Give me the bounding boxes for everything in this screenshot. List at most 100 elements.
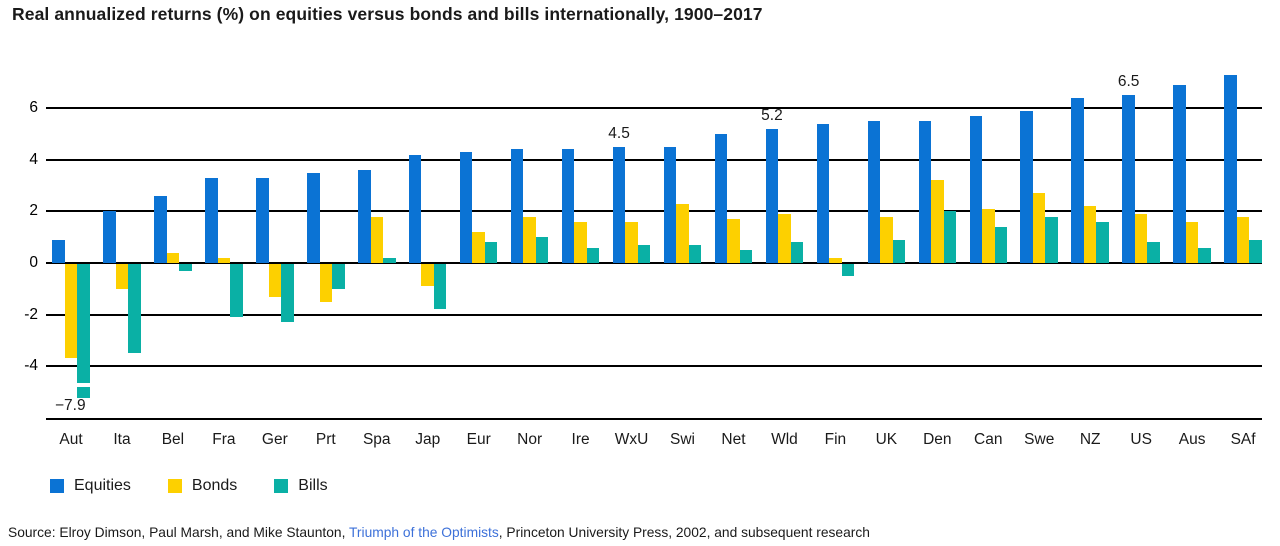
bar-fin-bills [841, 264, 855, 276]
bar-net-bonds [727, 219, 740, 263]
bar-can-bonds [982, 208, 995, 263]
bar-uk-bills [892, 239, 906, 263]
bar-uk-equities [867, 121, 881, 263]
bar-swi-bills [688, 244, 702, 263]
x-label-nor: Nor [517, 431, 543, 448]
value-annotation-wld: 5.2 [761, 106, 783, 124]
bar-nz-bonds [1083, 206, 1097, 263]
source-link[interactable]: Triumph of the Optimists [349, 525, 499, 540]
bar-fra-equities [205, 177, 218, 263]
bar-aus-bills [1198, 247, 1211, 263]
bar-spa-bills [383, 257, 396, 263]
bar-fin-bonds [829, 257, 842, 263]
x-label-prt: Prt [315, 431, 336, 448]
bar-swe-bonds [1032, 193, 1046, 263]
legend-item-bonds: Bonds [167, 477, 238, 495]
bar-swe-equities [1020, 110, 1033, 263]
bar-spa-equities [358, 170, 371, 263]
bar-can-bills [994, 226, 1008, 263]
bonds-swatch-icon [167, 479, 182, 493]
source-suffix: , Princeton University Press, 2002, and … [498, 525, 870, 540]
bar-aus-bonds [1185, 221, 1199, 263]
x-label-eur: Eur [466, 431, 491, 448]
x-label-nz: NZ [1079, 431, 1101, 448]
chart-title: Real annualized returns (%) on equities … [12, 4, 763, 24]
legend-label-bonds: Bonds [191, 477, 238, 494]
x-label-fra: Fra [212, 431, 236, 448]
bar-aut-bills [77, 264, 90, 383]
y-tick-label: -2 [24, 305, 38, 323]
bar-aus-equities [1173, 84, 1186, 263]
bar-fra-bonds [217, 257, 231, 263]
x-label-aus: Aus [1178, 431, 1206, 448]
bar-saf-bonds [1236, 216, 1250, 263]
bar-prt-equities [307, 172, 320, 263]
bar-den-bills [943, 211, 957, 263]
y-tick-label: 6 [29, 99, 38, 117]
legend-item-bills: Bills [274, 477, 328, 495]
bar-wxu-bonds [625, 221, 638, 263]
x-label-uk: UK [875, 431, 898, 448]
bar-bel-equities [154, 195, 167, 263]
bar-saf-bills [1249, 239, 1262, 263]
bar-us-bonds [1134, 213, 1148, 263]
bar-net-equities [714, 134, 728, 263]
x-label-ire: Ire [571, 431, 590, 448]
source-line: Source: Elroy Dimson, Paul Marsh, and Mi… [8, 525, 870, 540]
bar-wld-bonds [778, 213, 791, 263]
bar-wxu-equities [612, 146, 626, 263]
bar-wxu-bills [637, 244, 651, 263]
bar-jap-equities [408, 154, 422, 263]
bar-prt-bills [332, 264, 345, 289]
bar-den-equities [918, 121, 932, 263]
x-label-us: US [1130, 431, 1152, 448]
bills-swatch-icon [274, 479, 289, 493]
bar-aut-bills-truncation-stub [77, 387, 90, 398]
bar-aut-equities [52, 239, 65, 263]
x-label-jap: Jap [415, 431, 441, 448]
bar-ita-bills [128, 264, 141, 354]
bar-jap-bonds [421, 264, 434, 287]
bar-ger-bonds [268, 264, 282, 297]
bar-swi-bonds [676, 203, 689, 263]
y-tick-label: 4 [29, 150, 38, 168]
x-label-wxu: WxU [614, 431, 649, 448]
bar-eur-bills [484, 242, 498, 263]
x-label-bel: Bel [161, 431, 185, 448]
bar-aut-bonds [64, 264, 78, 359]
bar-ire-bills [586, 247, 600, 263]
gridline--2 [46, 313, 1262, 316]
bar-ger-equities [256, 177, 269, 263]
x-label-net: Net [721, 431, 746, 448]
bar-jap-bills [433, 264, 447, 310]
legend-item-equities: Equities [50, 477, 131, 495]
bar-nor-bills [535, 237, 549, 263]
bar-bel-bonds [166, 252, 180, 263]
x-label-fin: Fin [824, 431, 847, 448]
x-axis-baseline [46, 418, 1262, 420]
x-label-ita: Ita [113, 431, 131, 448]
legend-label-equities: Equities [74, 477, 131, 494]
x-label-saf: SAf [1230, 431, 1256, 448]
bar-ita-equities [103, 211, 116, 263]
x-label-swe: Swe [1024, 431, 1055, 448]
x-label-den: Den [923, 431, 952, 448]
bar-fra-bills [230, 264, 243, 318]
bar-spa-bonds [370, 216, 383, 263]
bar-nz-bills [1096, 221, 1109, 263]
bar-swe-bills [1045, 216, 1058, 263]
bar-prt-bonds [319, 264, 333, 302]
x-label-ger: Ger [261, 431, 288, 448]
bar-eur-equities [459, 152, 473, 263]
bar-uk-bonds [880, 216, 893, 263]
x-label-spa: Spa [362, 431, 391, 448]
bar-wld-bills [790, 242, 804, 263]
bar-saf-equities [1224, 74, 1237, 263]
bar-swi-equities [663, 146, 677, 263]
value-annotation-aut: −7.9 [55, 397, 86, 414]
bar-ger-bills [281, 264, 294, 323]
source-prefix: Source: Elroy Dimson, Paul Marsh, and Mi… [8, 525, 349, 540]
gridline-6 [46, 107, 1262, 110]
y-tick-label: 2 [29, 202, 38, 220]
